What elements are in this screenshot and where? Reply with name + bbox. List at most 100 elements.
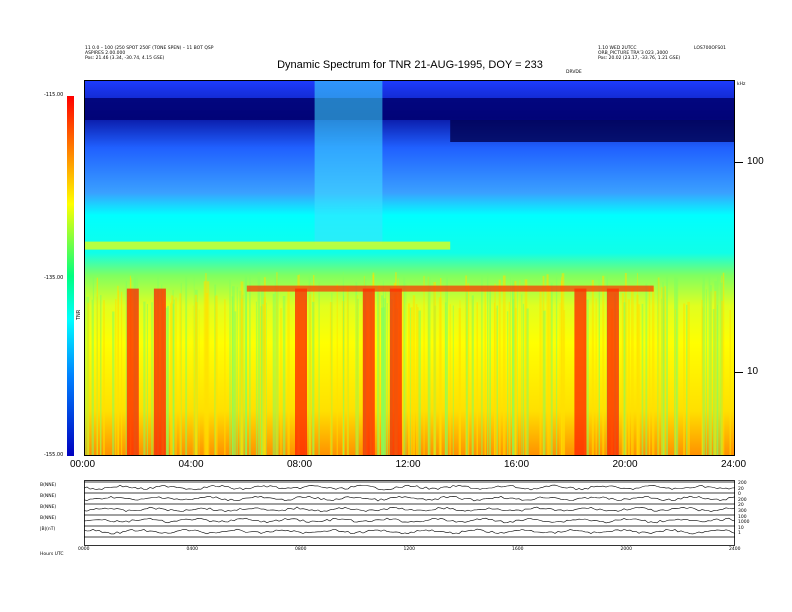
striation xyxy=(708,273,711,456)
striation xyxy=(507,311,509,456)
striation xyxy=(686,304,688,456)
colorbar-tick: -135.00 xyxy=(44,275,64,281)
striation xyxy=(446,276,448,456)
panel-right-label: 300 xyxy=(738,509,747,514)
x-tick-label: 00:00 xyxy=(70,459,96,470)
header-right-line: 1.10 WED 2UTCC xyxy=(598,46,637,51)
striation xyxy=(263,297,266,456)
burst-column xyxy=(389,288,402,456)
striation xyxy=(224,299,226,456)
striation xyxy=(356,298,359,456)
bottom-axis-tick: 0400 xyxy=(186,547,198,552)
center-tag: DRVDE xyxy=(566,70,582,75)
striation xyxy=(721,300,723,456)
striation xyxy=(329,302,333,456)
striation xyxy=(143,301,146,456)
bottom-axis-tick: 1600 xyxy=(512,547,524,552)
striation xyxy=(683,303,686,456)
striation xyxy=(409,307,411,456)
striation xyxy=(657,276,659,456)
panel-right-label: 20 xyxy=(738,486,744,492)
striation xyxy=(203,281,206,456)
striation xyxy=(561,273,565,456)
striation xyxy=(376,289,380,456)
striation xyxy=(522,303,525,456)
striation xyxy=(171,295,174,456)
striation xyxy=(261,304,265,456)
bottom-axis-tick: 0800 xyxy=(295,547,307,552)
striation xyxy=(92,276,94,456)
striation xyxy=(546,274,549,456)
bottom-axis-label: Hours UTC xyxy=(40,552,64,557)
panel-right-label: 10 xyxy=(738,525,744,531)
striation xyxy=(521,294,523,456)
panel-right-label: 200 xyxy=(738,481,747,486)
striation xyxy=(214,295,218,456)
striation xyxy=(465,291,468,456)
striation xyxy=(652,287,655,456)
panel-trace xyxy=(84,506,735,513)
striation xyxy=(192,305,194,456)
x-tick-label: 20:00 xyxy=(612,459,638,470)
striation xyxy=(402,290,404,456)
dark-band xyxy=(450,120,735,142)
striation xyxy=(495,308,497,456)
colorbar-label: TNR xyxy=(76,309,82,320)
striation xyxy=(255,301,257,456)
striation xyxy=(195,302,198,456)
striation xyxy=(591,279,594,456)
burst-column xyxy=(574,288,587,456)
striation xyxy=(519,280,521,456)
burst-column xyxy=(295,288,307,456)
striation xyxy=(311,301,315,456)
striation xyxy=(386,303,388,456)
header-right-line: Pos: 20.02 (23.17, -33.76, 1.21 GSE) xyxy=(598,56,681,61)
striation xyxy=(663,286,665,456)
striation xyxy=(266,302,267,456)
x-tick-label: 12:00 xyxy=(395,459,421,470)
striation xyxy=(517,291,518,456)
striation xyxy=(701,299,703,456)
striation xyxy=(356,295,358,456)
striation xyxy=(645,283,648,456)
striation xyxy=(648,287,651,456)
striation xyxy=(417,307,419,456)
striation xyxy=(125,281,128,456)
striation xyxy=(467,283,470,456)
panel-right-label: 1000 xyxy=(738,520,750,526)
striation xyxy=(418,310,421,456)
striation xyxy=(193,275,195,456)
striation xyxy=(257,272,261,456)
striation xyxy=(487,272,489,456)
striation xyxy=(276,272,278,456)
header-left: 11 0.0 – 100 (250 SPOT 250F (TONE SPEN) … xyxy=(85,46,213,61)
dark-band xyxy=(84,98,735,120)
spectrogram-heatmap xyxy=(84,80,735,456)
emission-band xyxy=(246,285,654,292)
striation xyxy=(624,273,627,456)
spectrogram-frame xyxy=(84,80,735,456)
striation xyxy=(355,281,358,456)
bottom-axis-tick: 0000 xyxy=(78,547,90,552)
striation xyxy=(512,280,515,456)
panel-label: B(NNE) xyxy=(40,483,57,488)
panel-label: |B|(nT) xyxy=(40,527,56,532)
striation xyxy=(515,308,517,456)
header-right: 1.10 WED 2UTCC ORB_PICTURE TRA’3 023 ,30… xyxy=(598,46,680,61)
striation xyxy=(405,283,407,456)
striation xyxy=(87,302,90,456)
panel-right-label: 0 xyxy=(738,492,741,498)
striation xyxy=(166,305,169,456)
panel-label: B(NNE) xyxy=(40,516,57,521)
striation xyxy=(318,281,320,456)
striation xyxy=(444,302,447,456)
striation xyxy=(179,293,182,456)
striation xyxy=(244,276,247,456)
spectrogram-features xyxy=(84,80,735,456)
striation xyxy=(710,291,712,456)
striation xyxy=(343,295,345,456)
striation xyxy=(657,277,660,456)
striation xyxy=(91,299,93,456)
striation xyxy=(415,304,418,456)
panel-trace xyxy=(84,484,735,491)
